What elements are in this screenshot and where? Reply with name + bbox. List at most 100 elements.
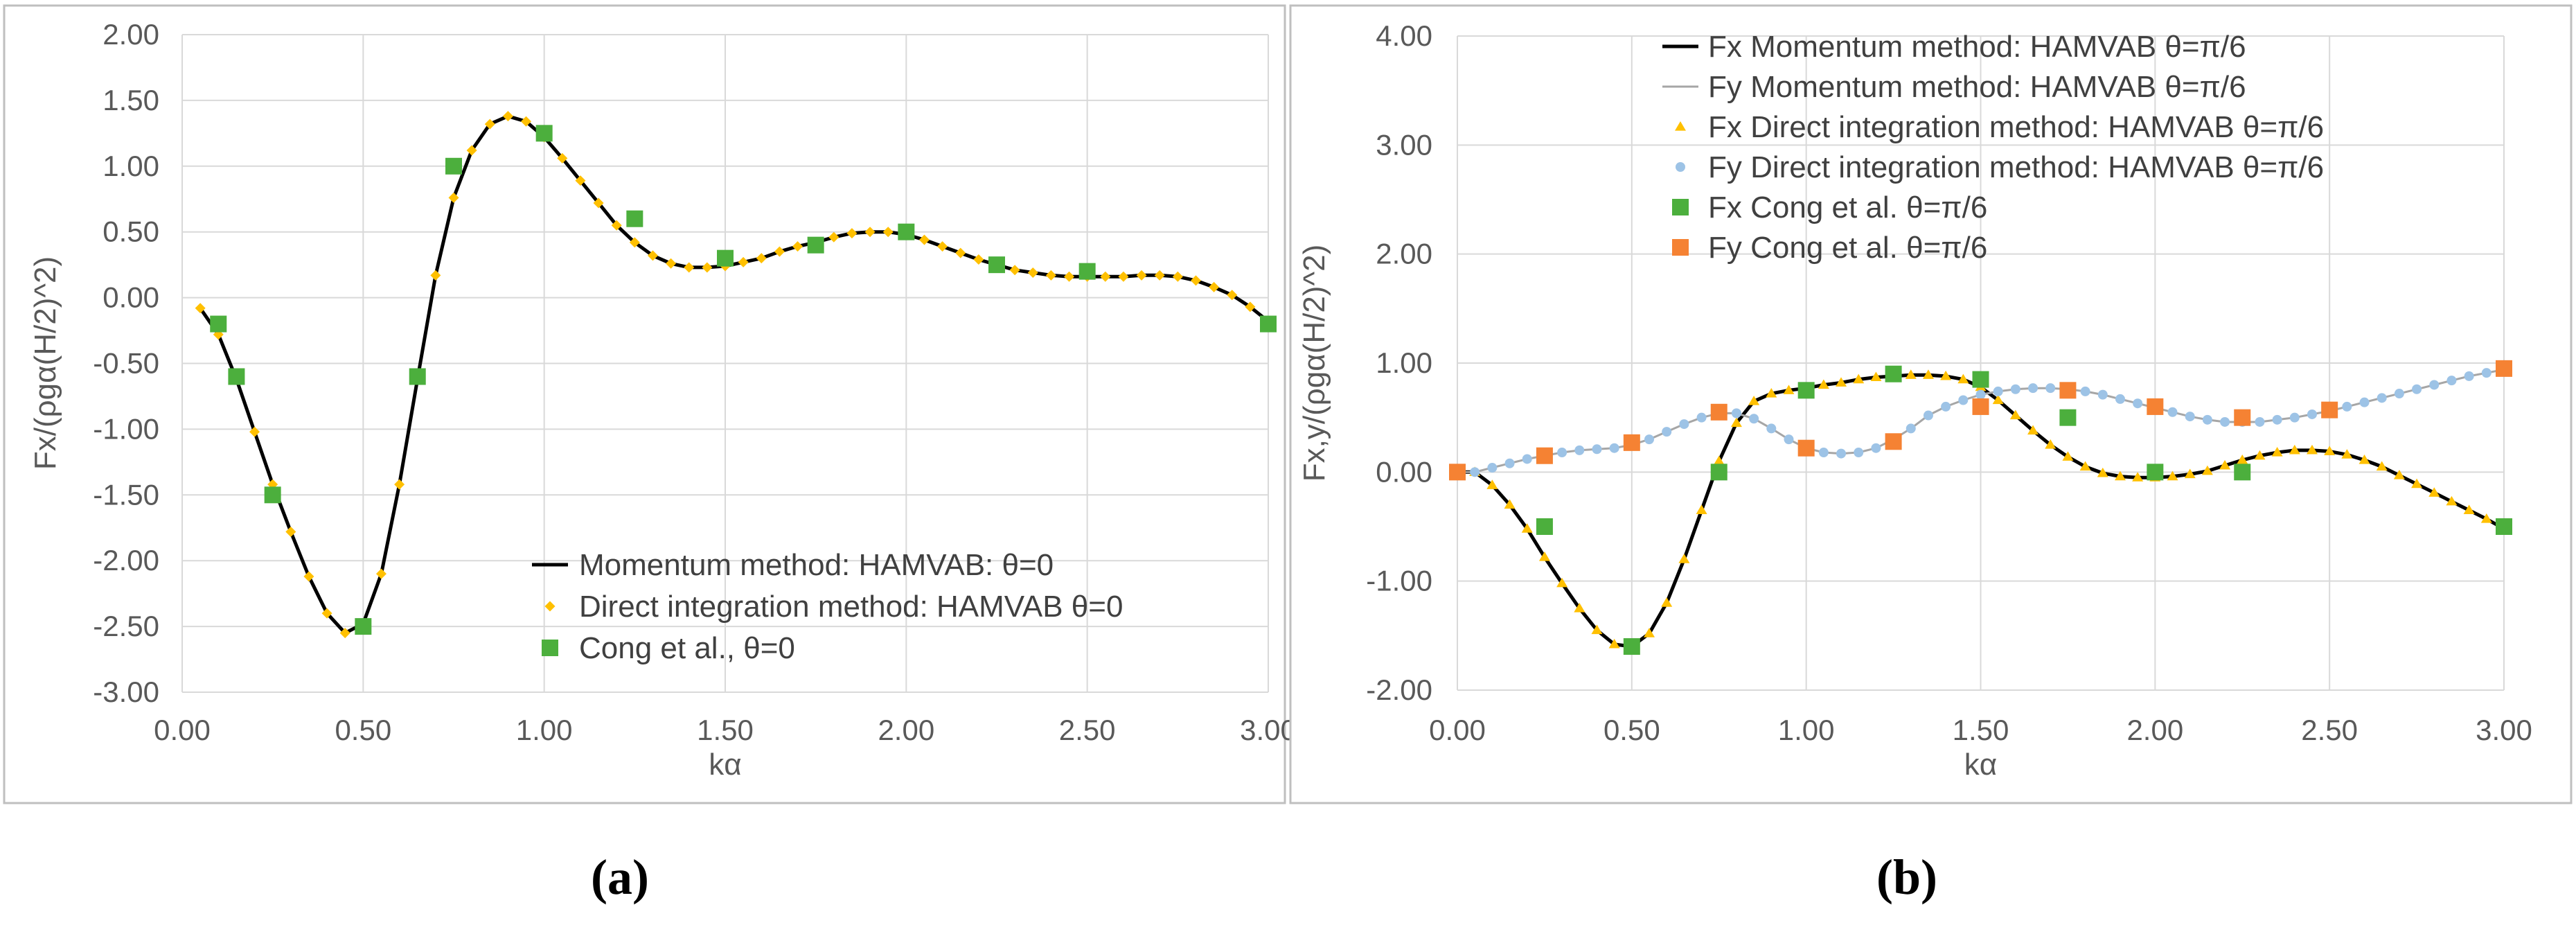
data-point <box>1972 398 1989 415</box>
data-point <box>2167 407 2178 417</box>
data-point <box>1906 423 1916 434</box>
data-point <box>2114 470 2126 481</box>
data-point <box>1118 271 1129 282</box>
data-point <box>2079 461 2091 471</box>
data-point <box>2132 472 2144 482</box>
x-tick-label: 0.00 <box>1429 714 1486 746</box>
x-tick-label: 0.00 <box>154 714 211 746</box>
data-point <box>2147 464 2164 481</box>
data-point <box>1591 624 1603 635</box>
data-point <box>2045 383 2056 394</box>
chart-panel-a: 2.00 1.50 1.00 0.50 0.00 -0.50 -1.00 -1.50 -2.00… <box>3 4 1297 905</box>
data-point <box>1470 467 1480 477</box>
y-tick-label: -2.50 <box>93 610 159 642</box>
y-tick-label: -2.00 <box>1366 673 1432 706</box>
data-point <box>1958 395 1969 405</box>
data-point <box>2059 382 2077 399</box>
data-point <box>1766 388 1777 398</box>
data-point <box>2463 504 2475 514</box>
y-axis-title: Fx,y/(ρgα(H/2)^2) <box>1297 245 1331 482</box>
panel-label: (b) <box>1876 849 1937 905</box>
y-tick-label: 0.00 <box>103 281 159 314</box>
y-tick-label: 2.00 <box>1376 238 1432 270</box>
data-point <box>2272 414 2282 425</box>
legend-label: Fy Direct integration method: HAMVAB θ=π… <box>1708 150 2324 184</box>
y-tick-label: 3.00 <box>1376 128 1432 161</box>
data-point <box>1748 396 1760 405</box>
x-tick-label: 1.50 <box>697 714 754 746</box>
legend-swatch <box>1676 162 1685 172</box>
y-tick-label: -3.00 <box>93 676 159 708</box>
data-point <box>1661 597 1673 607</box>
data-point <box>2184 468 2196 479</box>
data-point <box>774 246 785 257</box>
data-point <box>937 241 948 252</box>
data-point <box>2359 397 2370 407</box>
legend-label: Fx Momentum method: HAMVAB θ=π/6 <box>1708 30 2246 64</box>
data-point <box>1783 385 1795 394</box>
data-point <box>1190 275 1201 286</box>
legend-label: Cong et al., θ=0 <box>579 631 795 665</box>
data-point <box>626 210 643 227</box>
x-tick-label: 1.50 <box>1953 714 2009 746</box>
data-point <box>593 197 604 209</box>
data-point <box>702 262 713 273</box>
data-point <box>1644 628 1655 637</box>
data-point <box>792 241 803 252</box>
data-point <box>1154 270 1165 281</box>
data-point <box>394 479 405 490</box>
data-point <box>285 526 296 537</box>
y-tick-label: -1.00 <box>93 412 159 445</box>
data-point <box>756 253 767 264</box>
data-point <box>2307 409 2317 419</box>
data-point <box>2202 414 2212 425</box>
data-point <box>2062 451 2074 461</box>
series-cong-et-al-0 <box>210 125 1277 635</box>
series-fy-cong-et-al-6 <box>1449 360 2512 481</box>
data-point <box>2496 518 2512 535</box>
data-point <box>2411 478 2423 488</box>
data-point <box>1678 554 1690 563</box>
data-point <box>1209 281 1220 292</box>
data-point <box>2115 394 2125 404</box>
data-point <box>1818 379 1829 389</box>
data-point <box>1078 263 1096 280</box>
x-tick-label: 1.00 <box>1778 714 1835 746</box>
data-point <box>2234 409 2251 426</box>
data-point <box>1696 504 1707 514</box>
data-point <box>1885 365 1902 382</box>
panel-label: (a) <box>591 849 649 905</box>
data-point <box>2028 383 2038 394</box>
series-fy-direct-integration-method-hamvab-6 <box>1453 364 2509 477</box>
data-point <box>1749 414 1759 424</box>
data-point <box>955 247 966 258</box>
data-point <box>409 368 426 385</box>
x-tick-label: 2.00 <box>2126 714 2183 746</box>
data-point <box>2464 371 2474 381</box>
data-point <box>1696 412 1707 423</box>
data-point <box>1608 638 1620 649</box>
data-point <box>1556 577 1568 588</box>
data-point <box>1592 444 1602 455</box>
data-point <box>2201 465 2213 475</box>
data-point <box>2220 416 2230 427</box>
legend: Momentum method: HAMVAB: θ=0 Direct integ… <box>532 548 1123 665</box>
legend-swatch <box>1675 121 1686 131</box>
data-point <box>2027 425 2039 435</box>
data-point <box>611 220 622 231</box>
data-point <box>445 157 462 175</box>
y-tick-label: -1.00 <box>1366 565 1432 597</box>
data-point <box>521 116 532 127</box>
data-point <box>1922 369 1934 379</box>
data-point <box>1766 423 1777 434</box>
data-point <box>2289 412 2300 423</box>
y-tick-label: 1.00 <box>103 150 159 182</box>
data-point <box>988 256 1005 274</box>
data-point <box>1064 271 1075 282</box>
data-point <box>1992 394 2004 405</box>
data-point <box>1623 434 1640 451</box>
data-point <box>2377 393 2387 403</box>
data-point <box>807 236 824 254</box>
data-point <box>1227 290 1238 301</box>
data-point <box>1574 445 1585 455</box>
